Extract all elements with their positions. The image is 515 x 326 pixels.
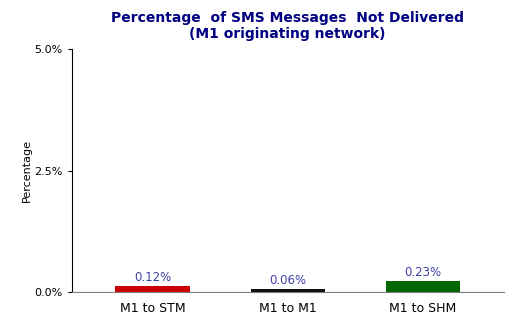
Y-axis label: Percentage: Percentage	[22, 139, 31, 202]
Bar	[386, 281, 460, 292]
Title: Percentage  of SMS Messages  Not Delivered
(M1 originating network): Percentage of SMS Messages Not Delivered…	[111, 11, 464, 41]
Text: 0.12%: 0.12%	[134, 272, 171, 284]
Bar	[251, 289, 325, 292]
Bar	[115, 286, 190, 292]
Text: 0.06%: 0.06%	[269, 274, 306, 287]
Text: 0.23%: 0.23%	[404, 266, 441, 279]
